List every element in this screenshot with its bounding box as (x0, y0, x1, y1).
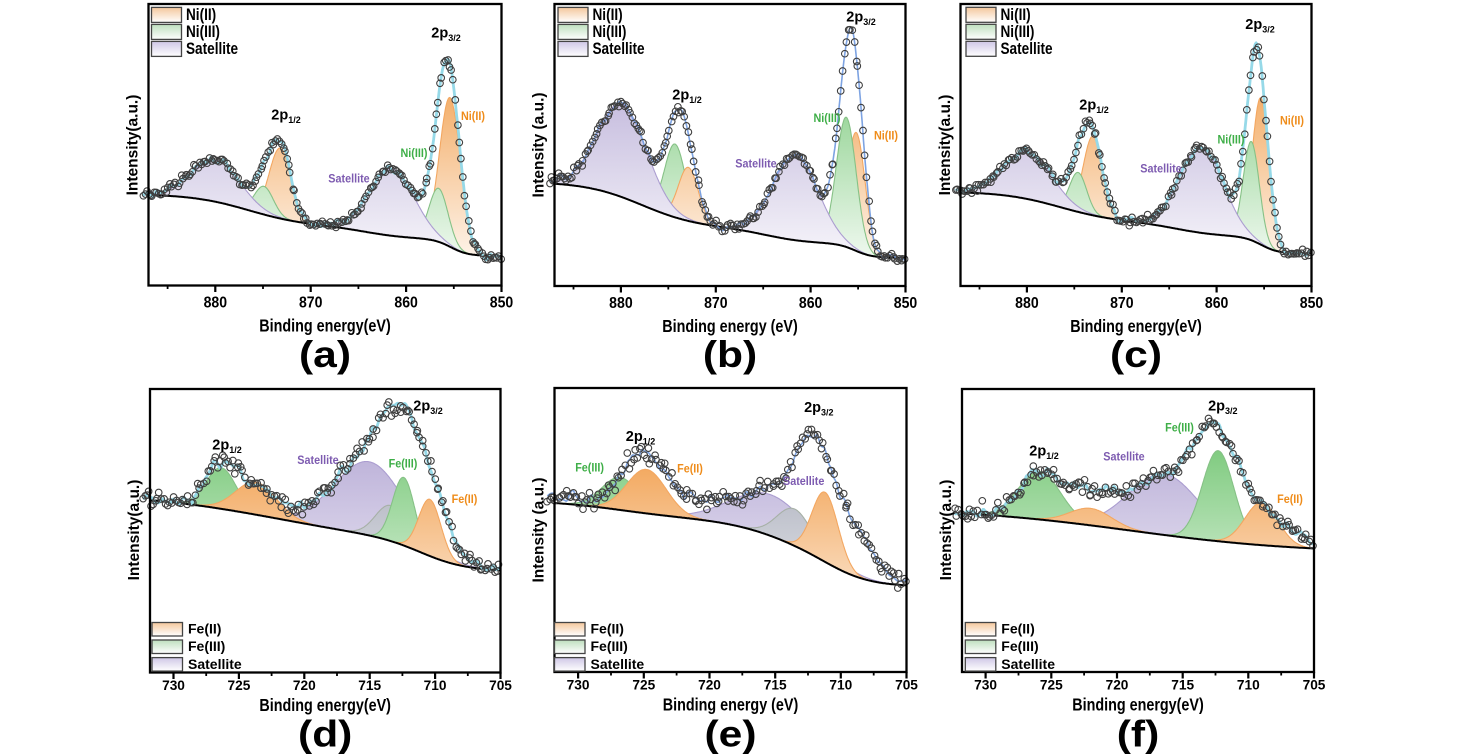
svg-text:Satellite: Satellite (1103, 451, 1144, 464)
svg-text:725: 725 (632, 678, 655, 693)
svg-text:705: 705 (489, 678, 512, 693)
svg-text:Intensity(a.u.): Intensity(a.u.) (937, 95, 954, 196)
svg-text:Fe(II): Fe(II) (1001, 621, 1034, 637)
svg-text:(d): (d) (298, 714, 352, 755)
svg-text:Fe(II): Fe(II) (677, 463, 703, 476)
svg-text:Satellite: Satellite (591, 656, 645, 672)
svg-text:Ni(II): Ni(II) (461, 111, 485, 124)
svg-text:710: 710 (829, 678, 852, 693)
svg-text:710: 710 (424, 678, 447, 693)
svg-text:710: 710 (1237, 678, 1260, 693)
svg-text:705: 705 (1303, 678, 1326, 693)
svg-text:Fe(II): Fe(II) (188, 621, 221, 637)
svg-text:730: 730 (162, 678, 185, 693)
svg-text:Intensity (a.u.): Intensity (a.u.) (531, 92, 548, 197)
svg-text:Intensity (a.u.): Intensity (a.u.) (531, 477, 548, 582)
svg-text:(e): (e) (705, 714, 757, 755)
svg-text:860: 860 (799, 294, 822, 312)
svg-text:Fe(III): Fe(III) (188, 638, 225, 654)
svg-text:715: 715 (358, 678, 381, 693)
svg-text:715: 715 (764, 678, 787, 693)
svg-text:Satellite: Satellite (186, 40, 238, 59)
svg-text:Fe(III): Fe(III) (1165, 422, 1194, 435)
svg-text:Satellite: Satellite (783, 475, 824, 488)
svg-text:715: 715 (1171, 678, 1194, 693)
svg-text:Fe(II): Fe(II) (452, 494, 478, 507)
svg-text:Intensity(a.u.): Intensity(a.u.) (126, 480, 143, 581)
svg-text:730: 730 (567, 678, 590, 693)
svg-text:Ni(III): Ni(III) (593, 23, 627, 42)
svg-text:Intensity(a.u.): Intensity(a.u.) (125, 95, 142, 196)
svg-text:870: 870 (1110, 294, 1133, 312)
svg-text:850: 850 (1300, 294, 1323, 312)
svg-text:850: 850 (490, 294, 513, 312)
svg-text:Fe(III): Fe(III) (591, 638, 628, 654)
svg-text:Fe(III): Fe(III) (1001, 638, 1038, 654)
svg-text:720: 720 (293, 678, 316, 693)
svg-text:Ni(II): Ni(II) (593, 6, 623, 25)
svg-text:(b): (b) (703, 335, 757, 376)
svg-text:Ni(III): Ni(III) (401, 148, 428, 161)
svg-text:880: 880 (609, 294, 632, 312)
svg-text:860: 860 (394, 294, 417, 312)
svg-text:725: 725 (1040, 678, 1063, 693)
svg-text:720: 720 (698, 678, 721, 693)
svg-text:Satellite: Satellite (297, 455, 338, 468)
svg-text:Satellite: Satellite (328, 173, 369, 186)
svg-text:860: 860 (1205, 294, 1228, 312)
svg-text:Ni(III): Ni(III) (1218, 134, 1245, 147)
svg-text:Satellite: Satellite (1140, 163, 1181, 176)
svg-text:Fe(III): Fe(III) (575, 462, 604, 475)
svg-text:870: 870 (299, 294, 322, 312)
svg-text:Ni(II): Ni(II) (1001, 6, 1031, 25)
svg-text:Fe(II): Fe(II) (1277, 494, 1303, 507)
svg-text:725: 725 (227, 678, 250, 693)
svg-text:Binding energy(eV): Binding energy(eV) (259, 697, 391, 716)
svg-text:Ni(II): Ni(II) (874, 130, 898, 143)
svg-text:870: 870 (704, 294, 727, 312)
svg-text:Satellite: Satellite (735, 158, 776, 171)
svg-text:880: 880 (204, 294, 227, 312)
svg-text:705: 705 (895, 678, 918, 693)
svg-text:Satellite: Satellite (1001, 40, 1053, 59)
svg-text:720: 720 (1106, 678, 1129, 693)
svg-text:Binding energy(eV): Binding energy(eV) (259, 317, 391, 336)
svg-text:Binding energy(eV): Binding energy(eV) (1070, 318, 1202, 337)
svg-text:Satellite: Satellite (1001, 656, 1055, 672)
svg-text:Satellite: Satellite (593, 40, 645, 59)
svg-text:Fe(II): Fe(II) (591, 621, 624, 637)
svg-text:Satellite: Satellite (188, 656, 242, 672)
svg-text:Binding energy (eV): Binding energy (eV) (663, 696, 799, 715)
svg-text:(a): (a) (299, 335, 351, 376)
svg-text:Binding energy(eV): Binding energy(eV) (1072, 696, 1204, 715)
svg-text:Ni(II): Ni(II) (1280, 115, 1304, 128)
svg-text:Intensity(a.u.): Intensity(a.u.) (938, 480, 955, 581)
svg-text:Ni(III): Ni(III) (814, 113, 841, 126)
svg-text:Ni(III): Ni(III) (1001, 23, 1035, 42)
svg-text:(f): (f) (1117, 714, 1160, 755)
svg-text:Ni(II): Ni(II) (186, 6, 216, 25)
svg-text:(c): (c) (1110, 335, 1162, 376)
svg-text:Ni(III): Ni(III) (186, 23, 220, 42)
svg-text:Binding energy (eV): Binding energy (eV) (662, 318, 798, 337)
svg-text:Fe(III): Fe(III) (389, 458, 418, 471)
svg-text:730: 730 (974, 678, 997, 693)
svg-text:880: 880 (1015, 294, 1038, 312)
svg-text:850: 850 (894, 294, 917, 312)
